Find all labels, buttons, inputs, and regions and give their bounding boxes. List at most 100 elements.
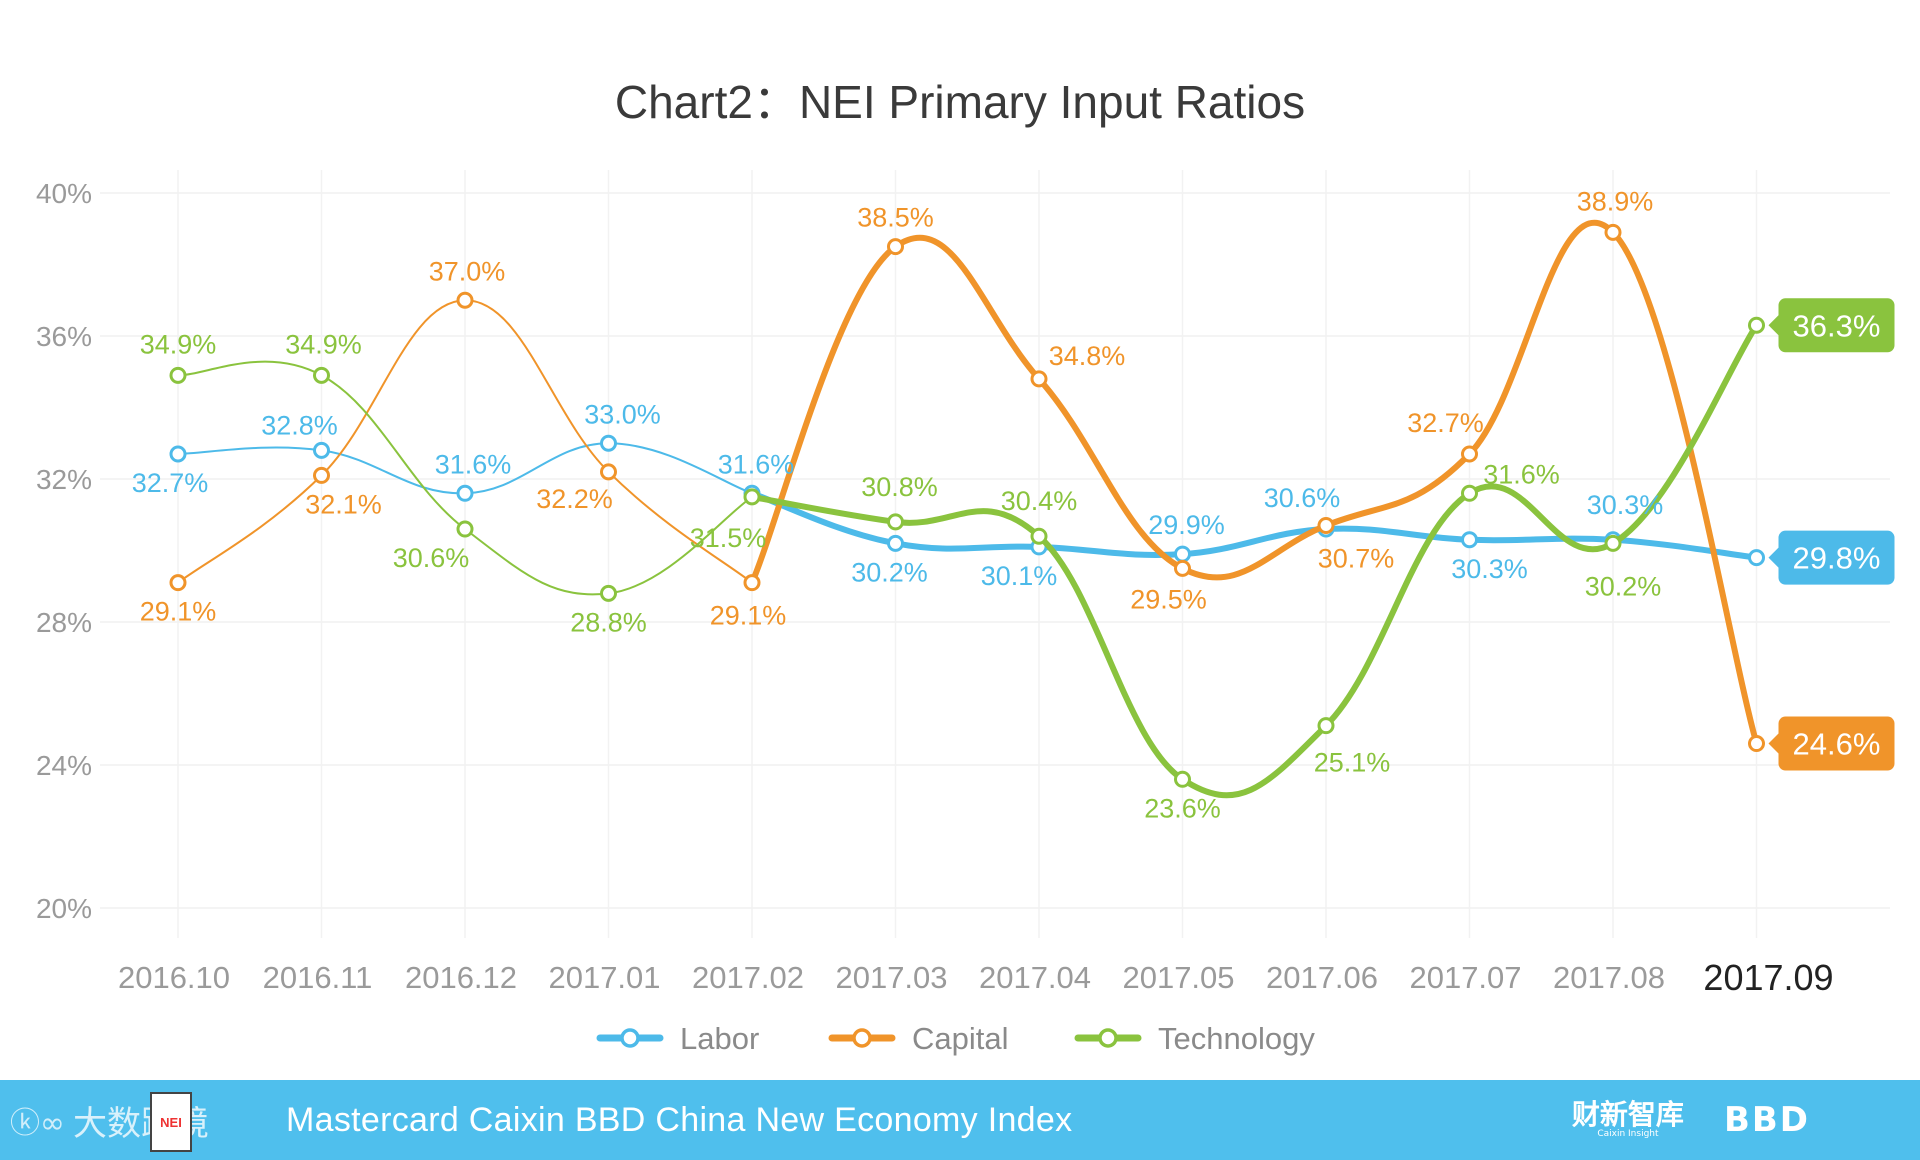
data-point bbox=[456, 291, 474, 309]
y-tick-label: 24% bbox=[36, 750, 92, 781]
data-label: 31.6% bbox=[1483, 459, 1560, 489]
legend: Labor Capital Technology bbox=[596, 1021, 1315, 1056]
data-label: 34.8% bbox=[1049, 341, 1126, 371]
x-tick-label: 2016.12 bbox=[405, 960, 517, 995]
data-label: 32.8% bbox=[261, 410, 338, 440]
y-tick-label: 28% bbox=[36, 607, 92, 638]
data-point bbox=[887, 513, 904, 531]
x-tick-label: 2017.01 bbox=[548, 960, 660, 995]
data-point bbox=[456, 484, 474, 502]
data-point bbox=[600, 584, 617, 602]
data-point bbox=[313, 466, 330, 484]
data-point bbox=[1748, 549, 1765, 567]
data-point bbox=[1461, 445, 1478, 463]
caixin-brand-sub: Caixin Insight bbox=[1597, 1129, 1659, 1139]
data-point bbox=[313, 441, 330, 459]
footer-title: Mastercard Caixin BBD China New Economy … bbox=[286, 1100, 1073, 1139]
data-point bbox=[456, 520, 474, 538]
chart-title: Chart2：NEI Primary Input Ratios bbox=[615, 76, 1305, 128]
end-badge-label: 29.8% bbox=[1793, 541, 1881, 576]
end-badge-label: 36.3% bbox=[1793, 308, 1881, 343]
data-point bbox=[1317, 516, 1335, 534]
nei-badge-icon: NEI bbox=[150, 1092, 192, 1152]
data-point bbox=[169, 574, 187, 592]
data-label: 32.2% bbox=[536, 484, 613, 514]
data-point bbox=[1461, 531, 1478, 549]
data-label: 30.7% bbox=[1318, 543, 1395, 573]
series-line-technology bbox=[749, 322, 1760, 799]
data-label: 38.5% bbox=[857, 203, 934, 233]
data-label: 30.3% bbox=[1587, 490, 1664, 520]
data-point bbox=[743, 574, 761, 592]
data-point bbox=[1748, 735, 1765, 753]
data-point bbox=[1174, 559, 1191, 577]
legend-label: Technology bbox=[1158, 1021, 1315, 1056]
data-label: 32.7% bbox=[132, 468, 209, 498]
data-label: 29.9% bbox=[1148, 510, 1225, 540]
data-point bbox=[1604, 534, 1622, 552]
data-label: 30.6% bbox=[393, 543, 470, 573]
data-point bbox=[887, 238, 904, 256]
data-label: 30.8% bbox=[861, 472, 938, 502]
data-label: 30.2% bbox=[1585, 571, 1662, 601]
x-tick-label: 2017.05 bbox=[1122, 960, 1234, 995]
x-tick-label: 2017.09 bbox=[1703, 957, 1833, 998]
data-point bbox=[1317, 717, 1335, 735]
end-badge-pointer bbox=[1768, 547, 1779, 568]
y-tick-label: 20% bbox=[36, 893, 92, 924]
data-point bbox=[1174, 545, 1191, 563]
y-tick-label: 40% bbox=[36, 178, 92, 209]
data-labels: 32.7% 32.8% 31.6% 33.0% 31.6% 30.2% 30.1% 29.9%… bbox=[132, 186, 1895, 823]
legend-marker bbox=[852, 1028, 872, 1048]
x-tick-label: 2017.06 bbox=[1266, 960, 1378, 995]
data-label: 38.9% bbox=[1577, 186, 1654, 216]
legend-label: Capital bbox=[912, 1021, 1009, 1056]
x-tick-label: 2016.10 bbox=[118, 960, 230, 995]
footer-brands: 财新智库 Caixin Insight BBD bbox=[1572, 1100, 1810, 1140]
data-label: 25.1% bbox=[1314, 748, 1391, 778]
grid bbox=[100, 170, 1890, 938]
bbd-brand: BBD bbox=[1723, 1100, 1810, 1140]
data-label: 30.3% bbox=[1451, 554, 1528, 584]
data-point bbox=[169, 445, 187, 463]
line-chart: Chart2：NEI Primary Input Ratios 20% 24% 28… bbox=[36, 76, 1895, 1056]
data-point bbox=[1748, 316, 1765, 334]
data-label: 28.8% bbox=[570, 607, 647, 637]
series-capital bbox=[169, 219, 1765, 753]
data-point bbox=[600, 463, 617, 481]
data-label: 30.4% bbox=[1001, 486, 1078, 516]
data-label: 23.6% bbox=[1144, 793, 1221, 823]
data-point bbox=[1030, 370, 1048, 388]
data-point bbox=[169, 366, 187, 384]
series bbox=[169, 219, 1765, 799]
data-label: 37.0% bbox=[429, 256, 506, 286]
caixin-brand: 财新智库 Caixin Insight bbox=[1572, 1101, 1684, 1140]
data-point bbox=[600, 434, 617, 452]
legend-marker bbox=[1098, 1028, 1118, 1048]
x-tick-label: 2017.03 bbox=[835, 960, 947, 995]
end-badge bbox=[1778, 716, 1895, 771]
data-point bbox=[1174, 770, 1191, 788]
x-tick-label: 2017.04 bbox=[979, 960, 1091, 995]
x-tick-label: 2017.02 bbox=[692, 960, 804, 995]
end-badge bbox=[1778, 298, 1895, 353]
data-label: 32.1% bbox=[305, 489, 382, 519]
data-point bbox=[1030, 527, 1048, 545]
data-label: 29.1% bbox=[140, 597, 217, 627]
y-tick-label: 32% bbox=[36, 464, 92, 495]
data-label: 30.2% bbox=[851, 557, 928, 587]
data-label: 34.9% bbox=[140, 329, 217, 359]
data-point bbox=[743, 488, 761, 506]
series-technology bbox=[169, 316, 1765, 799]
x-tick-label: 2017.07 bbox=[1409, 960, 1521, 995]
data-label: 33.0% bbox=[584, 399, 661, 429]
data-point bbox=[313, 366, 330, 384]
end-badge-pointer bbox=[1768, 733, 1779, 754]
data-label: 31.6% bbox=[435, 449, 512, 479]
footer-logo: ⓚ∞ 大数跨境 bbox=[10, 1096, 260, 1145]
data-label: 32.7% bbox=[1407, 408, 1484, 438]
axes: 20% 24% 28% 32% 36% 40% 2016.10 2016.11 2016.12 2… bbox=[36, 178, 1834, 998]
legend-label: Labor bbox=[680, 1021, 759, 1056]
logo-mark-icon: ⓚ∞ bbox=[10, 1106, 65, 1141]
end-badge-pointer bbox=[1768, 315, 1779, 336]
